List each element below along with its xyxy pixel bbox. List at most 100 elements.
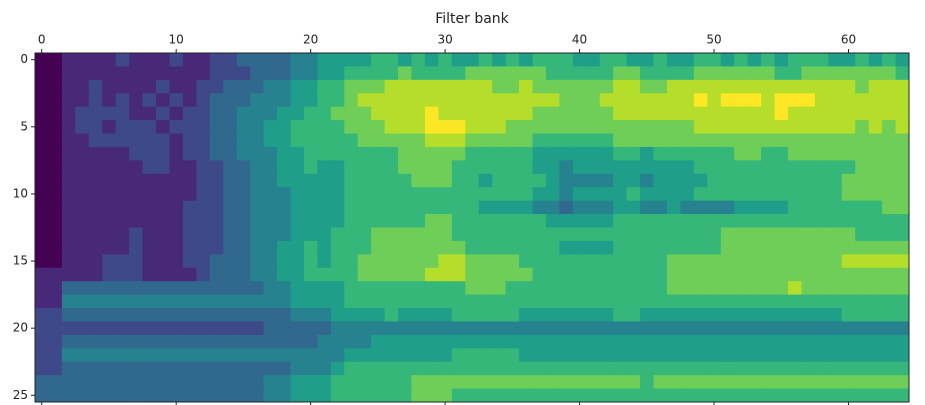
heatmap-cell <box>775 362 789 376</box>
heatmap-cell <box>425 187 439 201</box>
heatmap-cell <box>654 120 668 134</box>
heatmap-cell <box>48 160 62 174</box>
heatmap-cell <box>183 308 197 322</box>
heatmap-cell <box>89 348 103 362</box>
heatmap-cell <box>196 134 210 148</box>
heatmap-cell <box>398 335 412 349</box>
heatmap-cell <box>627 80 641 94</box>
heatmap-cell <box>896 228 910 242</box>
heatmap-cell <box>492 107 506 121</box>
heatmap-cell <box>600 187 614 201</box>
heatmap-cell <box>331 66 345 80</box>
heatmap-cell <box>465 80 479 94</box>
heatmap-cell <box>62 295 76 309</box>
heatmap-cell <box>761 120 775 134</box>
heatmap-cell <box>250 375 264 389</box>
heatmap-cell <box>304 321 318 335</box>
heatmap-cell <box>344 335 358 349</box>
heatmap-cell <box>680 241 694 255</box>
heatmap-cell <box>627 120 641 134</box>
heatmap-cell <box>196 375 210 389</box>
heatmap-cell <box>842 389 856 403</box>
heatmap-cell <box>680 281 694 295</box>
heatmap-cell <box>371 214 385 228</box>
heatmap-cell <box>734 201 748 215</box>
heatmap-cell <box>465 281 479 295</box>
heatmap-cell <box>89 93 103 107</box>
heatmap-cell <box>237 281 251 295</box>
heatmap-cell <box>156 295 170 309</box>
heatmap-cell <box>559 362 573 376</box>
heatmap-cell <box>358 93 372 107</box>
heatmap-cell <box>761 241 775 255</box>
heatmap-cell <box>62 214 76 228</box>
heatmap-cell <box>896 281 910 295</box>
heatmap-cell <box>438 241 452 255</box>
heatmap-cell <box>586 321 600 335</box>
heatmap-cell <box>344 93 358 107</box>
heatmap-cell <box>35 134 49 148</box>
heatmap-cell <box>573 228 587 242</box>
heatmap-cell <box>465 107 479 121</box>
heatmap-cell <box>331 268 345 282</box>
heatmap-cell <box>102 134 116 148</box>
heatmap-cell <box>627 214 641 228</box>
heatmap-cell <box>546 214 560 228</box>
heatmap-cell <box>707 120 721 134</box>
heatmap-cell <box>680 362 694 376</box>
heatmap-cell <box>533 389 547 403</box>
heatmap-cell <box>264 187 278 201</box>
heatmap-cell <box>694 389 708 403</box>
heatmap-cell <box>869 93 883 107</box>
x-tick-label: 20 <box>303 33 318 47</box>
heatmap-cell <box>48 281 62 295</box>
heatmap-cell <box>196 335 210 349</box>
heatmap-cell <box>331 321 345 335</box>
heatmap-cell <box>264 295 278 309</box>
heatmap-cell <box>533 254 547 268</box>
heatmap-cell <box>210 174 224 188</box>
heatmap-cell <box>694 214 708 228</box>
heatmap-cell <box>183 348 197 362</box>
heatmap-cell <box>855 254 869 268</box>
heatmap-cell <box>586 241 600 255</box>
heatmap-cell <box>290 134 304 148</box>
heatmap-cell <box>559 93 573 107</box>
heatmap-cell <box>842 335 856 349</box>
heatmap-cell <box>398 281 412 295</box>
heatmap-cell <box>89 268 103 282</box>
heatmap-cell <box>438 254 452 268</box>
heatmap-cell <box>317 147 331 161</box>
heatmap-cell <box>869 147 883 161</box>
heatmap-cell <box>465 295 479 309</box>
heatmap-cell <box>237 120 251 134</box>
heatmap-cell <box>734 348 748 362</box>
heatmap-cell <box>680 93 694 107</box>
heatmap-cell <box>573 107 587 121</box>
heatmap-cell <box>250 348 264 362</box>
heatmap-cell <box>35 321 49 335</box>
heatmap-cell <box>452 120 466 134</box>
heatmap-cell <box>438 281 452 295</box>
heatmap-cell <box>143 348 157 362</box>
heatmap-cell <box>801 389 815 403</box>
heatmap-cell <box>129 66 143 80</box>
heatmap-cell <box>559 201 573 215</box>
heatmap-cell <box>573 120 587 134</box>
heatmap-cell <box>35 362 49 376</box>
heatmap-cell <box>667 187 681 201</box>
heatmap-cell <box>48 308 62 322</box>
heatmap-cell <box>89 295 103 309</box>
heatmap-cell <box>116 93 130 107</box>
heatmap-cell <box>102 147 116 161</box>
heatmap-cell <box>734 335 748 349</box>
heatmap-cell <box>519 268 533 282</box>
heatmap-cell <box>573 147 587 161</box>
heatmap-cell <box>533 308 547 322</box>
heatmap-cell <box>425 214 439 228</box>
heatmap-cell <box>290 80 304 94</box>
heatmap-cell <box>169 348 183 362</box>
heatmap-cell <box>506 281 520 295</box>
heatmap-cell <box>48 174 62 188</box>
heatmap-cell <box>586 80 600 94</box>
